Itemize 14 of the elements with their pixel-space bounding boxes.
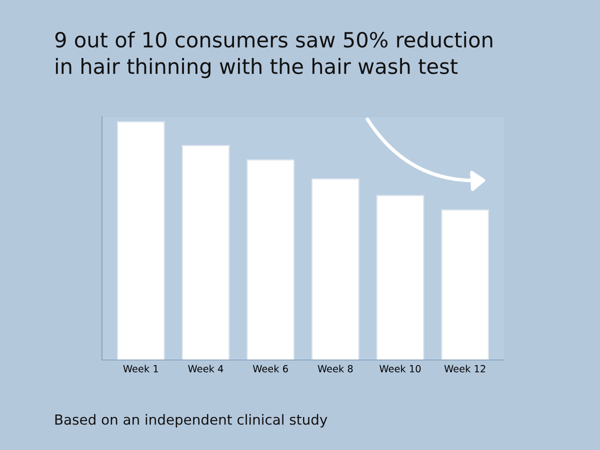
text: Based on an independent clinical study [55, 414, 328, 428]
x-tick-label: Week 6 [252, 364, 288, 372]
x-tick-label: Week 10 [380, 364, 421, 372]
x-tick-label: Week 8 [318, 364, 353, 372]
x-tick-label: Week 4 [188, 364, 224, 372]
chart-title: 9 out of 10 consumers saw 50% reduction in hair thinning with the hair wash test [55, 32, 492, 78]
bar [312, 178, 360, 360]
bar [182, 145, 230, 360]
bar [117, 121, 165, 360]
x-tick-label: Week 1 [123, 364, 158, 372]
bar [441, 209, 489, 360]
bar [246, 159, 294, 360]
bar [376, 195, 424, 360]
x-tick-label: Week 12 [444, 364, 486, 372]
